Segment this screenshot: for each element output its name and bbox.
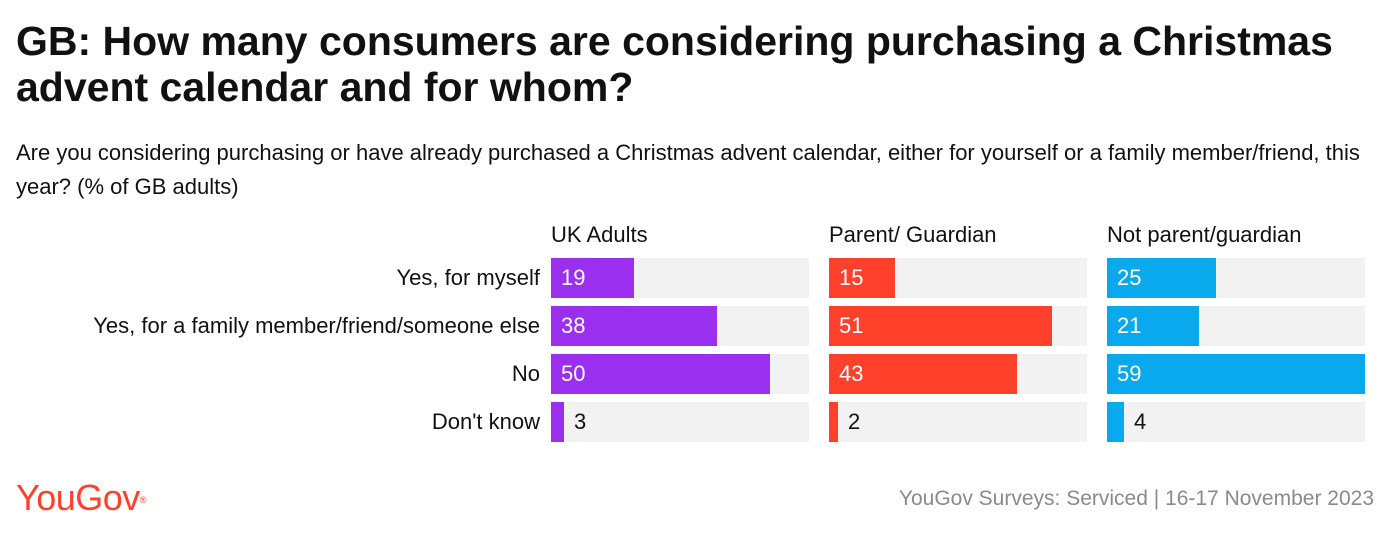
- value-label: 3: [574, 409, 587, 434]
- value-label: 2: [848, 409, 861, 434]
- value-label: 21: [1117, 313, 1142, 338]
- chart-subtitle: Are you considering purchasing or have a…: [16, 140, 1360, 199]
- bar-track: 21: [1107, 306, 1365, 346]
- bar-track: 2: [829, 402, 1087, 442]
- bar-track: 19: [551, 258, 809, 298]
- bar-track: 38: [551, 306, 809, 346]
- bar: [1107, 306, 1199, 346]
- bar-track: 59: [1107, 354, 1365, 394]
- value-label: 38: [561, 313, 586, 338]
- bar: [551, 306, 717, 346]
- registered-mark: ®: [139, 495, 147, 505]
- bar-track: 4: [1107, 402, 1365, 442]
- yougov-logo: YouGov®: [16, 478, 146, 518]
- bar: [551, 354, 770, 394]
- value-label: 50: [561, 361, 586, 386]
- value-label: 19: [561, 265, 586, 290]
- series-header: Parent/ Guardian: [829, 222, 997, 247]
- bar: [1107, 402, 1124, 442]
- bar: [1107, 258, 1216, 298]
- value-label: 25: [1117, 265, 1142, 290]
- bar: [829, 306, 1052, 346]
- series-header: Not parent/guardian: [1107, 222, 1302, 247]
- bar-track: 15: [829, 258, 1087, 298]
- value-label: 59: [1117, 361, 1142, 386]
- bar-track: 43: [829, 354, 1087, 394]
- bar: [829, 402, 838, 442]
- bar: [1107, 354, 1365, 394]
- bar-track: 3: [551, 402, 809, 442]
- category-label: Yes, for a family member/friend/someone …: [93, 313, 540, 338]
- bar: [551, 258, 634, 298]
- category-label: Don't know: [431, 409, 540, 434]
- value-label: 43: [839, 361, 864, 386]
- category-label: No: [511, 361, 540, 386]
- series-header: UK Adults: [551, 222, 648, 247]
- value-label: 51: [839, 313, 864, 338]
- logo-text: YouGov: [16, 477, 140, 518]
- bar-chart: Yes, for myself Yes, for a family member/…: [0, 220, 1396, 450]
- bar: [829, 354, 1017, 394]
- category-label: Yes, for myself: [396, 265, 540, 290]
- bar-track: 25: [1107, 258, 1365, 298]
- bar: [829, 258, 895, 298]
- chart-title: GB: How many consumers are considering p…: [16, 18, 1333, 110]
- bar: [551, 402, 564, 442]
- value-label: 4: [1134, 409, 1147, 434]
- source-note: YouGov Surveys: Serviced | 16-17 Novembe…: [898, 487, 1374, 510]
- value-label: 15: [839, 265, 864, 290]
- bar-track: 50: [551, 354, 809, 394]
- bar-track: 51: [829, 306, 1087, 346]
